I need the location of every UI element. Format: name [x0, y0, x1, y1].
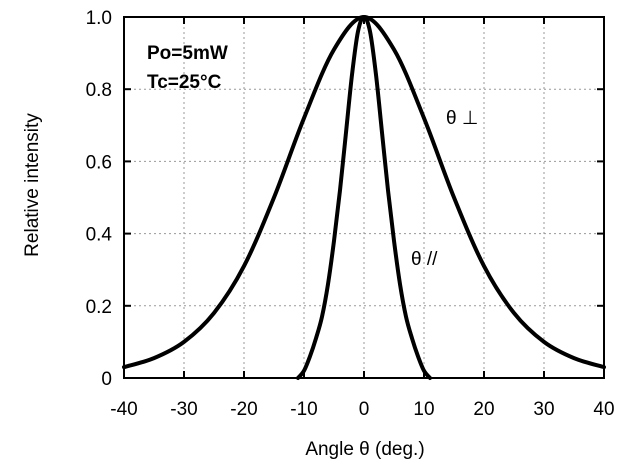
y-tick-labels: 0 0.2 0.4 0.6 0.8 1.0: [86, 8, 113, 390]
annotation-temperature: Tc=25°C: [147, 72, 222, 93]
ticks: [123, 16, 605, 379]
y-tick-label: 0.6: [86, 152, 112, 173]
y-axis-label: Relative intensity: [22, 113, 43, 257]
x-axis-label: Angle θ (deg.): [305, 439, 424, 460]
x-tick-label: 40: [593, 399, 614, 420]
x-tick-label: -20: [230, 399, 257, 420]
y-tick-label: 0.4: [86, 225, 113, 246]
x-tick-label: 30: [533, 399, 554, 420]
x-tick-label: 20: [473, 399, 494, 420]
annotation-power: Po=5mW: [147, 43, 228, 64]
y-tick-label: 0.2: [86, 297, 112, 318]
x-tick-label: -10: [290, 399, 317, 420]
y-tick-label: 1.0: [86, 8, 112, 29]
y-tick-label: 0.8: [86, 80, 112, 101]
x-tick-label: -40: [110, 399, 137, 420]
x-tick-label: 0: [359, 399, 370, 420]
x-tick-labels: -40 -30 -20 -10 0 10 20 30 40: [110, 399, 614, 420]
y-tick-label: 0: [101, 369, 112, 390]
grid: [124, 17, 604, 378]
series-label-parallel: θ //: [411, 249, 438, 270]
x-tick-label: -30: [170, 399, 197, 420]
series-label-perpendicular: θ ⊥: [446, 108, 478, 129]
x-tick-label: 10: [413, 399, 434, 420]
